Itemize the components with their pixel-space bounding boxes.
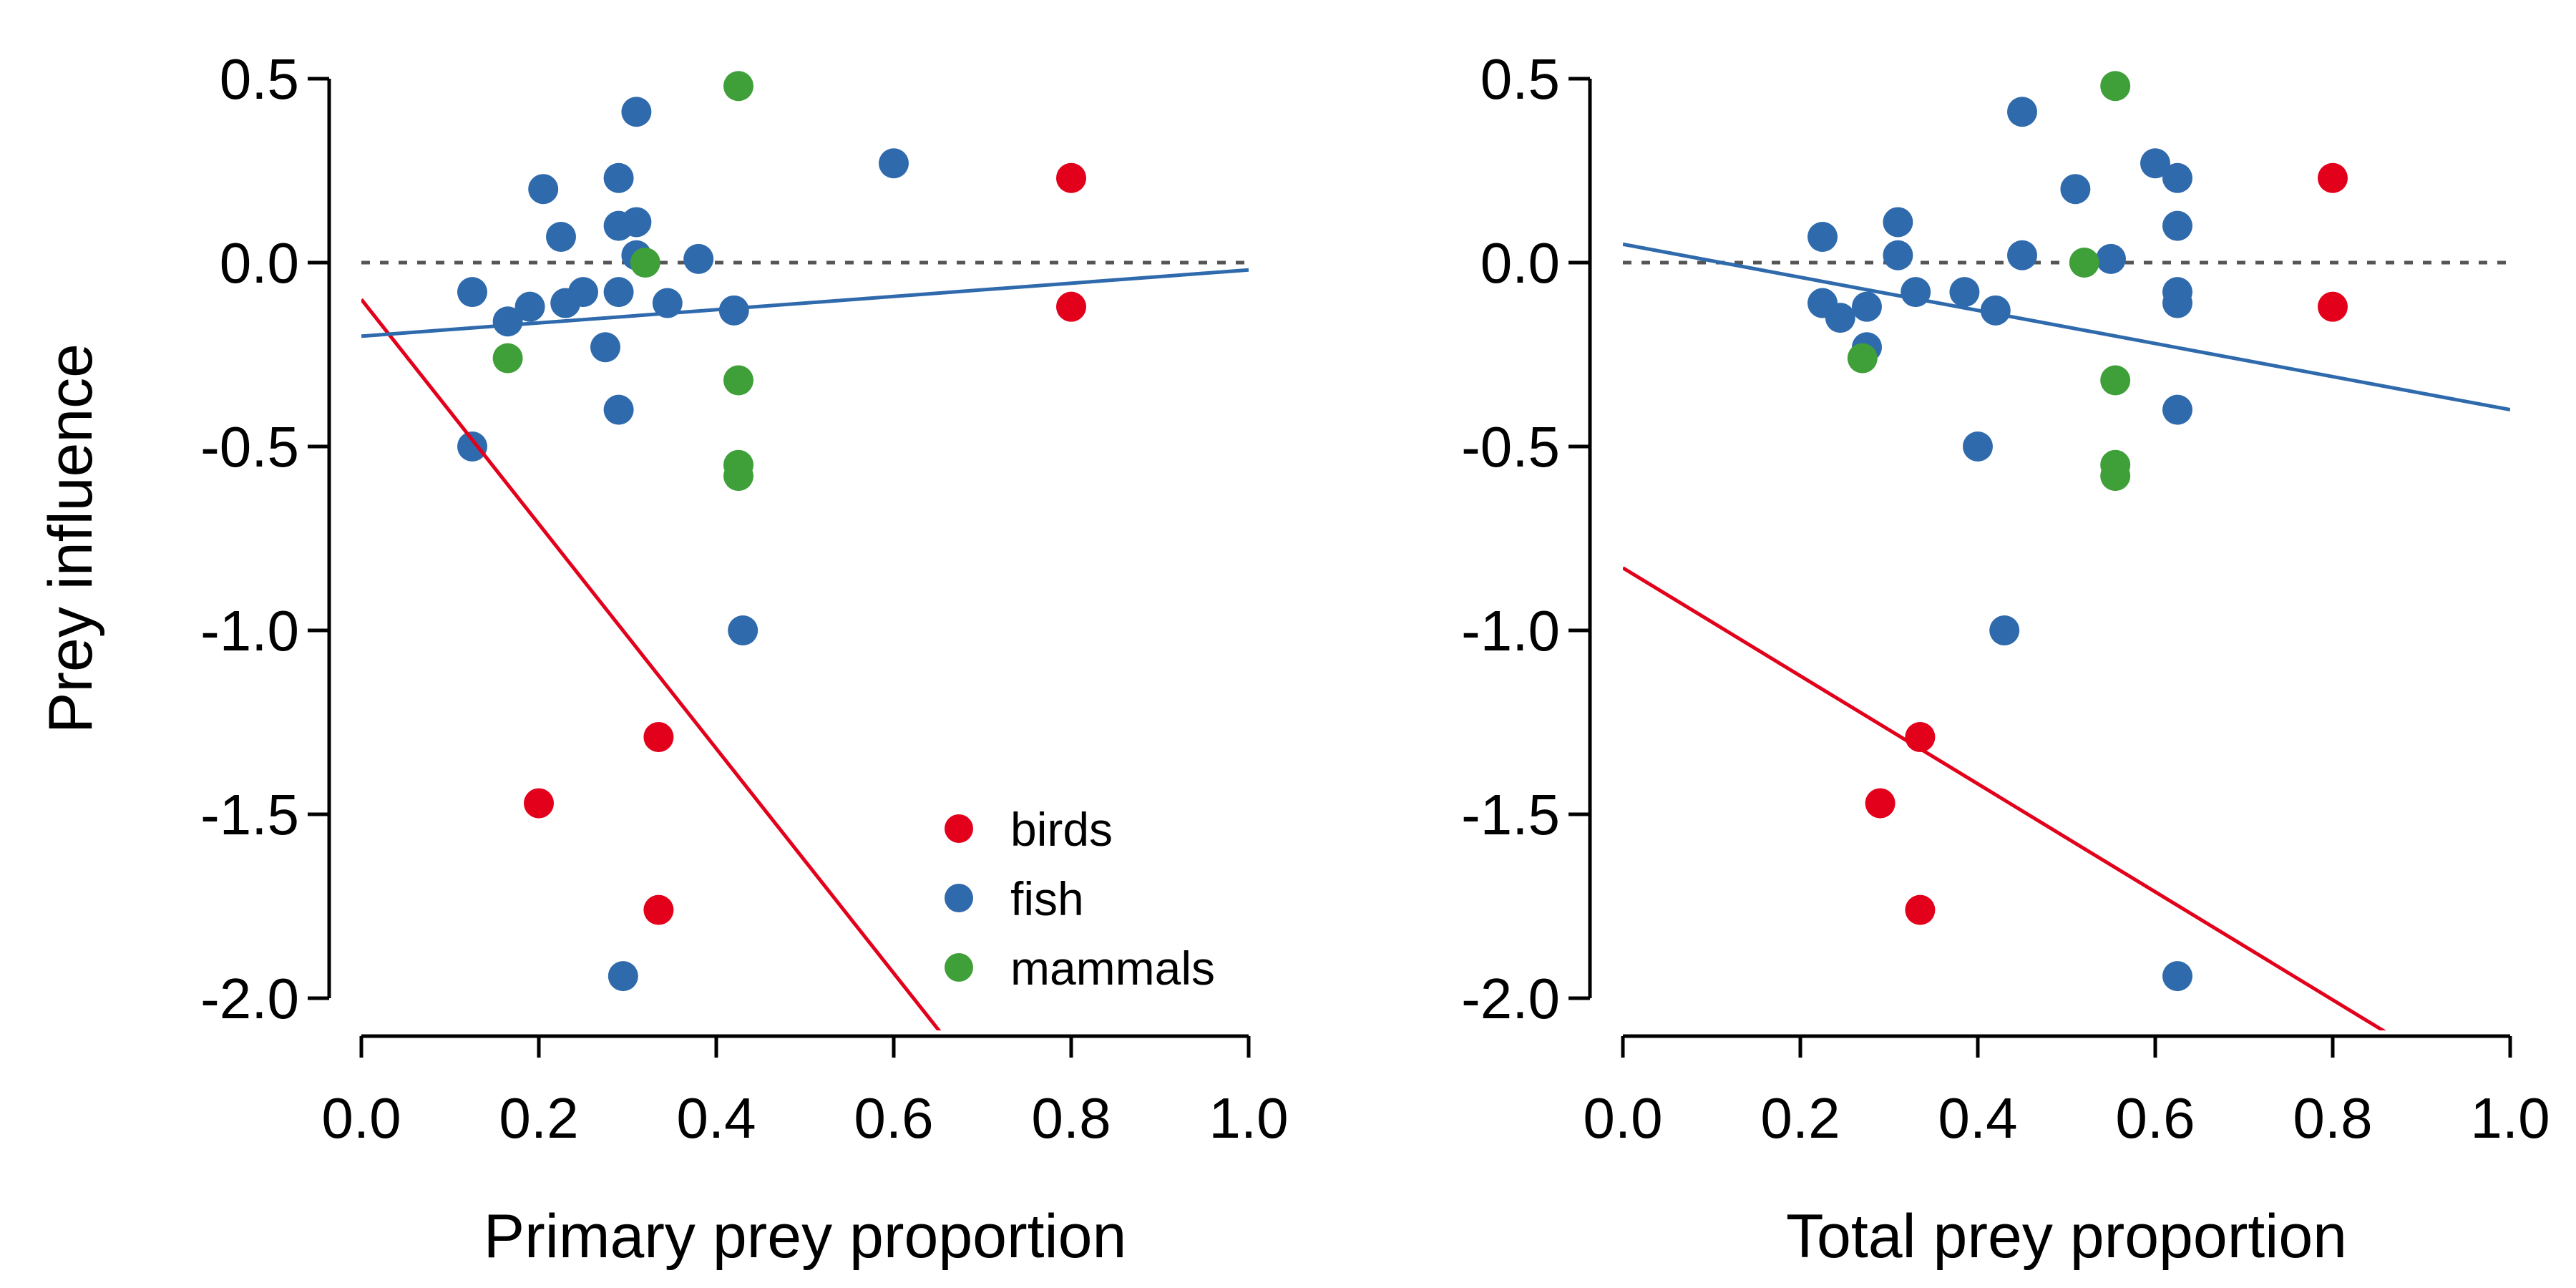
legend-fish-marker [945, 884, 973, 912]
fish-point [528, 174, 559, 205]
fish-point [728, 615, 758, 645]
fish-point [683, 243, 714, 274]
fish-point [457, 431, 487, 462]
mammals-point [2100, 71, 2131, 102]
fish-point [652, 288, 683, 318]
x-tick-label: 0.0 [321, 1086, 401, 1150]
birds-point [1865, 788, 1896, 819]
mammals-point [723, 365, 753, 396]
birds-point [2318, 162, 2348, 193]
mammals-point [2100, 365, 2131, 396]
fish-point [879, 148, 909, 179]
legend-mammals-marker [945, 953, 973, 982]
mammals-point [2100, 461, 2131, 492]
y-axis-title: Prey influence [36, 343, 105, 733]
fish-point [608, 961, 638, 992]
x-tick-label: 0.6 [854, 1086, 933, 1150]
x-tick-label: 1.0 [2470, 1086, 2550, 1150]
panel-primary-prey: 0.5 0.0 -0.5 -1.0 -1.5 -2.0 0.0 0.2 0.4 0.6 0.8 1.0… [36, 47, 1289, 1271]
birds-point [643, 722, 674, 753]
fish-point [621, 207, 652, 238]
birds-point [1056, 162, 1086, 193]
fish-fit-line [1623, 242, 2510, 412]
x-tick-label: 0.4 [1938, 1086, 2017, 1150]
fish-point [1980, 295, 2011, 326]
fish-point [2140, 148, 2170, 179]
fish-point [2162, 210, 2192, 241]
mammals-point [723, 461, 753, 492]
panel-total-prey: 0.5 0.0 -0.5 -1.0 -1.5 -2.0 0.0 0.2 0.4 0.6 0.8 1.0… [1461, 47, 2550, 1271]
y-tick-label: -0.5 [1461, 415, 1560, 479]
fish-point [568, 277, 598, 308]
fish-point [621, 97, 652, 127]
birds-point [1905, 894, 1936, 925]
y-tick-label: 0.5 [220, 47, 299, 111]
fish-point [2007, 240, 2037, 270]
fish-point [1883, 207, 1913, 238]
mammals-point [630, 248, 660, 278]
fish-point [457, 277, 487, 308]
fish-point [2060, 174, 2091, 205]
y-tick-label: -2.0 [1461, 967, 1560, 1030]
y-tick-label: 0.0 [220, 231, 299, 295]
birds-point [643, 894, 674, 925]
x-axis-title: Primary prey proportion [484, 1202, 1127, 1271]
fish-point [1852, 291, 1882, 322]
legend-mammals-label: mammals [1010, 942, 1215, 995]
fish-point [2162, 961, 2192, 992]
birds-point [524, 788, 554, 819]
mammals-point [492, 343, 523, 374]
x-tick-label: 0.6 [2115, 1086, 2195, 1150]
fish-point [603, 162, 634, 193]
mammals-point [1847, 343, 1878, 374]
fish-point [492, 306, 523, 337]
mammals-point [723, 71, 753, 102]
x-tick-label: 0.0 [1583, 1086, 1662, 1150]
legend: birds fish mammals [945, 803, 1215, 995]
fish-point [2007, 97, 2037, 127]
fish-point [2162, 394, 2192, 425]
fish-point [718, 295, 749, 326]
fish-point [1825, 303, 1855, 333]
y-tick-label: -1.0 [1461, 599, 1560, 663]
y-tick-label: -0.5 [200, 415, 299, 479]
y-tick-label: -1.0 [200, 599, 299, 663]
legend-fish-label: fish [1010, 872, 1084, 925]
fish-point [1807, 222, 1838, 253]
x-tick-label: 0.8 [2293, 1086, 2372, 1150]
fish-fit-line [361, 268, 1249, 338]
fish-point [1883, 240, 1913, 270]
y-tick-label: 0.5 [1480, 47, 1560, 111]
fish-point [1949, 277, 1980, 308]
fish-point [2162, 162, 2192, 193]
fish-point [546, 222, 576, 253]
birds-point [2318, 291, 2348, 322]
y-tick-label: -1.5 [200, 783, 299, 847]
y-tick-label: 0.0 [1480, 231, 1560, 295]
fish-point [590, 332, 620, 363]
fish-point [2096, 243, 2126, 274]
birds-fit-line [361, 298, 942, 1030]
x-axis-title: Total prey proportion [1786, 1202, 2347, 1271]
x-tick-label: 0.2 [499, 1086, 578, 1150]
fish-point [603, 277, 634, 308]
fish-point [603, 394, 634, 425]
y-tick-label: -2.0 [200, 967, 299, 1030]
mammals-point [2069, 248, 2099, 278]
fish-point [2162, 288, 2192, 318]
fish-point [1989, 615, 2020, 645]
birds-fit-line [1623, 566, 2386, 1030]
x-tick-label: 1.0 [1209, 1086, 1288, 1150]
y-tick-label: -1.5 [1461, 783, 1560, 847]
legend-birds-label: birds [1010, 803, 1113, 856]
fish-point [1963, 431, 1993, 462]
birds-point [1056, 291, 1086, 322]
legend-birds-marker [945, 814, 973, 843]
x-tick-label: 0.2 [1760, 1086, 1840, 1150]
x-tick-label: 0.8 [1031, 1086, 1111, 1150]
x-tick-label: 0.4 [676, 1086, 756, 1150]
fish-point [514, 291, 545, 322]
